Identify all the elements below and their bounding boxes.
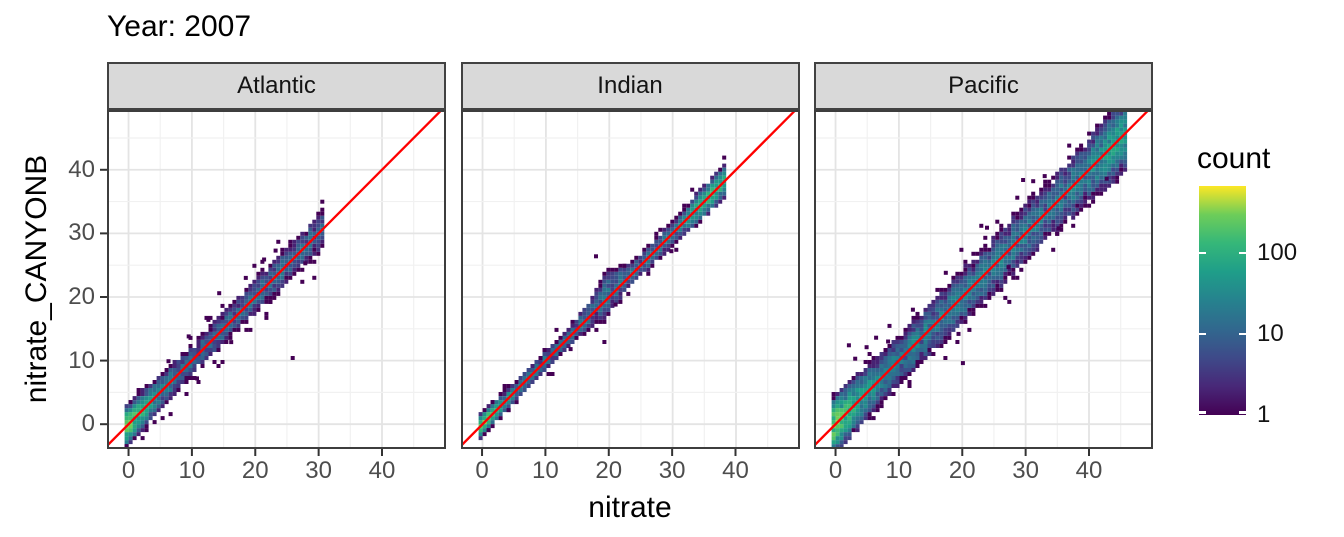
x-tick-label: 20 [241,457,269,484]
legend-tick-mark [1199,411,1206,414]
legend-tick-mark [1239,332,1246,336]
panel-indian [460,110,800,449]
x-tick-label: 40 [722,457,749,484]
x-axis-title: nitrate [588,491,672,524]
legend-label: 100 [1257,238,1298,266]
panel-pacific [814,110,1153,449]
y-tick-label: 20 [68,282,95,310]
bin2d-tiles-indian [461,111,796,447]
x-tick-label: 40 [368,457,396,484]
legend-title: count [1197,142,1271,175]
x-tick-label: 10 [178,457,206,484]
facet-strip-indian: Indian [460,62,800,110]
legend-label: 10 [1257,319,1284,347]
legend-tick-mark [1239,411,1246,414]
x-tick-label: 30 [1012,457,1039,484]
x-tick-label: 0 [475,457,489,484]
legend-tick-mark [1239,251,1246,255]
facet-strip-pacific: Pacific [814,62,1153,110]
x-tick-label: 20 [948,457,976,484]
y-tick-label: 40 [68,155,95,183]
facet-strip-label: Pacific [948,72,1019,99]
x-tick-label: 10 [885,457,913,484]
identity-line [461,111,796,447]
x-tick-label: 30 [658,457,686,484]
identity-line [108,111,443,447]
plot-title: Year: 2007 [107,10,252,43]
facet-strip-label: Indian [597,72,663,99]
facet-strip-atlantic: Atlantic [107,62,446,110]
y-tick-label: 30 [68,219,95,247]
legend: count 100 10 1 [1185,140,1344,440]
x-tick-label: 10 [532,457,559,484]
x-tick-label: 20 [595,457,623,484]
bin2d-tiles-atlantic [108,111,443,448]
x-tick-label: 0 [121,457,136,484]
legend-tick-mark [1199,251,1206,255]
y-tick-label: 0 [81,410,95,438]
bin2d-tiles-pacific [815,111,1150,448]
x-tick-label: 40 [1075,457,1103,484]
y-tick-label: 10 [68,346,95,374]
panel-atlantic [107,110,446,449]
x-tick-label: 0 [828,457,843,484]
x-tick-label: 30 [305,457,332,484]
identity-line [815,111,1150,447]
legend-label: 1 [1257,401,1271,428]
facet-strip-label: Atlantic [237,72,316,99]
legend-tick-mark [1199,332,1206,336]
legend-colorbar [1199,186,1246,415]
